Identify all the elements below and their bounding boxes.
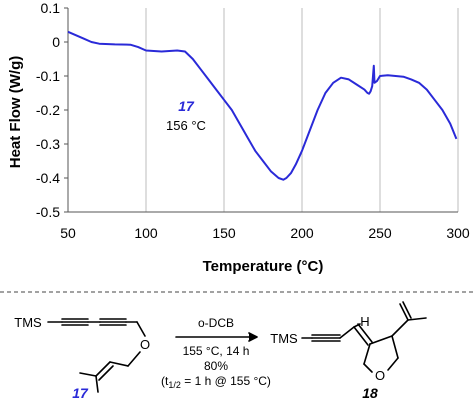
half-life-suffix: = 1 h @ 155 °C): [181, 374, 271, 388]
reactant-structure-17: [47, 318, 146, 393]
reagent-label: o-DCB: [198, 316, 234, 330]
x-tick-label: 250: [368, 225, 392, 241]
product-compound-label: 18: [362, 385, 378, 401]
product-ring-bond: [387, 357, 399, 371]
x-tick-label: 300: [446, 225, 470, 241]
x-axis-label: Temperature (°C): [203, 258, 324, 275]
y-tick-label: -0.4: [36, 170, 60, 186]
gridlines: [145, 8, 459, 212]
y-tick-label: -0.5: [36, 204, 60, 220]
y-tick-label: 0: [52, 34, 60, 50]
x-tick-label: 200: [290, 225, 314, 241]
y-tick-label: -0.2: [36, 102, 60, 118]
annotation-temperature-label: 156 °C: [166, 118, 206, 133]
product-ring-bond: [363, 363, 373, 373]
product-exocyclic-double-bond-b: [357, 323, 373, 343]
reactant-double-bond-b: [98, 365, 114, 381]
product-isopropenyl-bond: [391, 319, 409, 337]
yield-label: 80%: [204, 359, 228, 373]
reactant-compound-label: 17: [72, 385, 89, 401]
reactant-bond: [79, 372, 97, 377]
half-life-label: (t1/2 = 1 h @ 155 °C): [161, 374, 271, 390]
product-bond: [339, 326, 355, 339]
x-tick-label: 150: [212, 225, 236, 241]
half-life-prefix: (t: [161, 374, 169, 388]
reactant-bond: [95, 375, 99, 393]
reactant-oxygen-label: O: [140, 337, 150, 352]
reactant-tms-label: TMS: [14, 315, 42, 330]
y-axis-label: Heat Flow (W/g): [7, 56, 24, 169]
product-tms-label: TMS: [270, 331, 298, 346]
reaction-arrow-head: [248, 332, 258, 342]
product-h-label: H: [360, 314, 369, 329]
y-tick-labels: 0.1 0 -0.1 -0.2 -0.3 -0.4 -0.5: [36, 0, 68, 220]
product-isopropenyl-double-bond-b: [402, 301, 412, 319]
reactant-double-bond: [95, 361, 111, 377]
product-isopropenyl-methyl: [407, 317, 427, 321]
reactant-bond: [136, 321, 146, 337]
product-ring-bond: [391, 335, 399, 359]
product-exocyclic-double-bond: [353, 326, 369, 346]
product-oxygen-label: O: [375, 368, 385, 383]
half-life-subscript: 1/2: [168, 380, 181, 390]
x-tick-label: 50: [60, 225, 76, 241]
product-structure-18: [301, 301, 427, 373]
reaction-scheme: TMS O 17 o-DCB 155 °C, 14 h 80% (t1/2 = …: [14, 301, 427, 401]
heat-flow-series-line: [67, 30, 458, 181]
x-tick-label: 100: [134, 225, 158, 241]
product-ring-bond: [369, 335, 393, 345]
dsc-chart: 0.1 0 -0.1 -0.2 -0.3 -0.4 -0.5 50 100 150 200 250 3…: [7, 0, 470, 275]
product-isopropenyl-double-bond: [399, 303, 409, 321]
reactant-bond: [109, 361, 129, 367]
y-tick-label: 0.1: [41, 0, 61, 16]
product-ring-bond: [363, 343, 371, 365]
annotation-compound-label: 17: [178, 98, 195, 114]
axes: [67, 8, 458, 213]
conditions-label: 155 °C, 14 h: [183, 344, 250, 358]
y-tick-label: -0.3: [36, 136, 60, 152]
x-tick-labels: 50 100 150 200 250 300: [60, 225, 470, 241]
reactant-bond: [127, 351, 141, 367]
y-tick-label: -0.1: [36, 68, 60, 84]
